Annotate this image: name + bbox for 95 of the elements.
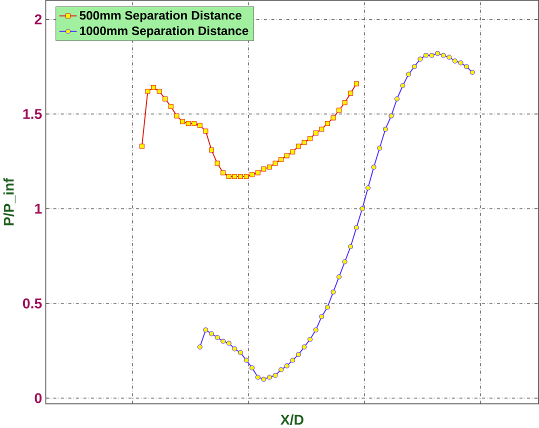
point — [319, 126, 324, 132]
point — [440, 52, 446, 58]
point — [319, 314, 324, 319]
point — [255, 170, 260, 176]
point — [290, 358, 296, 363]
point — [302, 140, 307, 145]
point — [342, 259, 348, 264]
point — [244, 358, 249, 363]
point — [324, 304, 330, 310]
point — [261, 166, 266, 172]
point — [180, 118, 185, 124]
y-tick-label: 1 — [35, 204, 42, 214]
point — [377, 145, 382, 150]
point — [308, 136, 313, 141]
point — [366, 185, 371, 190]
point — [336, 108, 342, 113]
x-axis-title: X/D — [280, 414, 304, 425]
point — [342, 100, 348, 105]
point — [209, 331, 214, 336]
y-axis-title: P/P_inf — [3, 178, 16, 226]
point — [446, 54, 452, 60]
y-tick-label: 0 — [34, 392, 42, 403]
point — [429, 52, 434, 58]
point — [313, 130, 318, 136]
point — [156, 88, 162, 94]
point — [302, 344, 307, 350]
point — [278, 156, 284, 162]
point — [266, 374, 272, 380]
point — [296, 352, 301, 357]
point — [220, 170, 226, 176]
point — [272, 160, 278, 166]
legend-label: 500mm Separation Distance — [80, 10, 242, 22]
point — [435, 50, 440, 56]
point — [330, 115, 336, 120]
point — [226, 174, 232, 179]
y-tick-label: 1.5 — [23, 108, 42, 119]
point — [360, 206, 365, 212]
point — [209, 147, 214, 152]
y-tick-label: 0.5 — [22, 298, 42, 308]
point — [226, 340, 232, 346]
point — [238, 174, 243, 179]
point — [394, 96, 400, 102]
point — [250, 172, 255, 177]
point — [197, 122, 202, 128]
point — [232, 174, 238, 179]
point — [290, 149, 296, 154]
point — [272, 372, 278, 378]
point — [423, 52, 428, 58]
point — [278, 367, 284, 372]
point — [470, 70, 475, 75]
legend-label: 1000mm Separation Distance — [80, 26, 248, 38]
point — [406, 72, 412, 77]
point — [214, 334, 220, 340]
point — [388, 113, 394, 118]
point — [296, 144, 301, 149]
point — [412, 64, 417, 70]
point — [400, 82, 406, 88]
point — [203, 128, 208, 134]
point — [238, 350, 243, 355]
point — [348, 244, 354, 249]
point — [244, 174, 249, 179]
point — [382, 126, 388, 132]
point — [354, 81, 359, 86]
point — [220, 338, 226, 344]
point — [354, 225, 359, 230]
point — [174, 113, 180, 118]
point — [458, 60, 464, 66]
point — [324, 120, 330, 126]
point — [168, 104, 174, 109]
point — [348, 90, 354, 96]
point — [313, 327, 318, 332]
point — [255, 374, 260, 380]
point — [214, 160, 220, 166]
point — [371, 164, 376, 170]
y-tick-label: 2 — [34, 14, 42, 24]
point — [145, 88, 150, 94]
point — [261, 376, 266, 382]
point — [162, 96, 168, 102]
point — [139, 144, 144, 149]
point — [284, 363, 290, 368]
point — [464, 64, 470, 70]
point — [192, 120, 197, 126]
point — [266, 164, 272, 170]
point — [250, 365, 255, 370]
point — [330, 289, 336, 294]
point — [232, 346, 238, 352]
point — [151, 84, 156, 90]
point — [186, 120, 191, 126]
point — [336, 274, 342, 280]
point — [203, 327, 208, 332]
point — [197, 344, 202, 350]
point — [284, 153, 290, 158]
point — [452, 58, 458, 64]
point — [418, 56, 423, 62]
point — [308, 336, 313, 342]
